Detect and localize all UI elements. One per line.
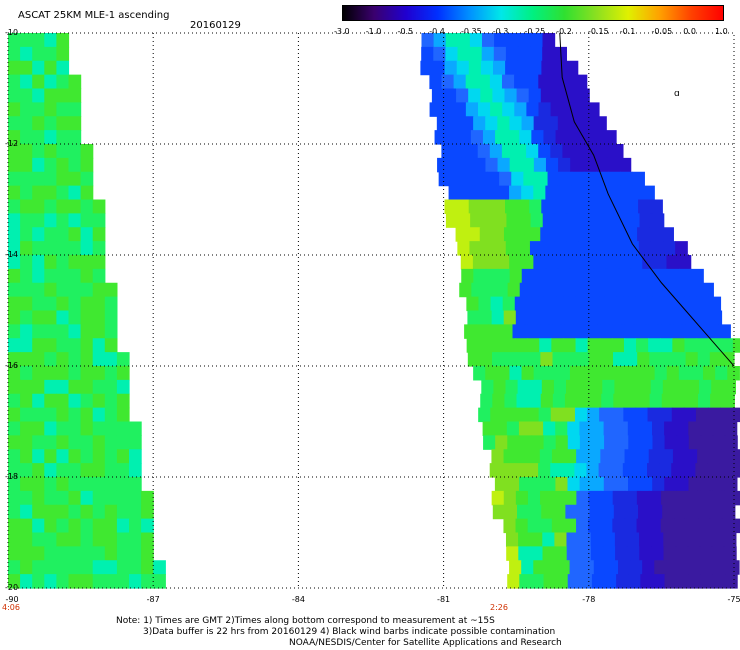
latitude-label: -12 [5,139,19,148]
latitude-label: -16 [5,361,19,370]
colorbar-tick-label: -3.0 [334,27,350,36]
longitude-label: -75 [727,595,740,604]
colorbar-tick-label: -0.4 [429,27,445,36]
longitude-label: -87 [146,595,160,604]
colorbar-tick-label: -0.15 [588,27,609,36]
colorbar-tick-label: 0.0 [683,27,696,36]
note-line-3: NOAA/NESDIS/Center for Satellite Applica… [289,638,562,648]
map-date: 20160129 [190,20,241,31]
latitude-label: -14 [5,250,19,259]
longitude-label: -90 [5,595,19,604]
note-line-2: 3)Data buffer is 22 hrs from 20160129 4)… [143,627,556,637]
latitude-label: -20 [5,583,19,592]
longitude-label: -84 [291,595,305,604]
colorbar [342,5,724,21]
note-line-1: Note: 1) Times are GMT 2)Times along bot… [116,616,495,626]
map-frame [7,32,735,589]
colorbar-tick-label: -0.25 [524,27,546,36]
coastline [559,32,735,367]
wind-swath-map: ɑ [7,32,740,589]
longitude-label: -81 [437,595,451,604]
colorbar-tick-label: 1.0 [715,27,728,36]
colorbar-gradient [342,5,724,21]
island-outline: ɑ [674,89,680,99]
colorbar-tick-label: -0.3 [492,27,509,36]
colorbar-tick-label: -0.05 [651,27,673,36]
swath-time-label: 4:06 [2,603,20,612]
swath-time-label: 2:26 [490,603,508,612]
map-title: ASCAT 25KM MLE-1 ascending [18,10,170,21]
longitude-label: -78 [582,595,596,604]
latitude-label: -18 [5,472,19,481]
colorbar-tick-label: -0.2 [556,27,572,36]
colorbar-tick-label: -1.0 [365,27,382,36]
colorbar-tick-label: -0.1 [619,27,636,36]
latitude-label: -10 [5,28,19,37]
colorbar-tick-label: -0.5 [397,27,414,36]
colorbar-tick-label: -0.35 [461,27,482,36]
